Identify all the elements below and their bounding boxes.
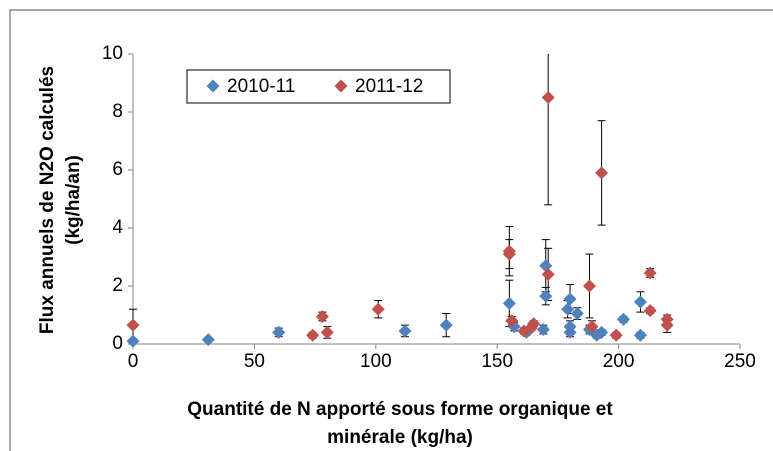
y-tick-label: 4 — [112, 217, 123, 238]
x-axis-label: minérale (kg/ha) — [327, 427, 473, 448]
point — [561, 302, 575, 316]
point — [643, 304, 657, 318]
point — [315, 309, 329, 323]
x-axis-label: Quantité de N apporté sous forme organiq… — [187, 399, 613, 420]
x-tick-label: 200 — [603, 351, 635, 372]
legend-marker — [334, 79, 348, 93]
point — [398, 324, 412, 338]
point — [609, 328, 623, 342]
point — [595, 325, 609, 339]
point — [201, 333, 215, 347]
y-axis-label: Flux annuels de N2O calculés — [37, 66, 58, 334]
point — [582, 279, 596, 293]
x-tick-label: 50 — [244, 351, 265, 372]
point — [570, 307, 584, 321]
point — [502, 247, 516, 261]
point — [541, 267, 555, 281]
y-tick-label: 0 — [112, 333, 123, 354]
point — [633, 328, 647, 342]
y-tick-label: 2 — [112, 275, 123, 296]
point — [320, 325, 334, 339]
legend-marker — [206, 79, 220, 93]
point — [539, 289, 553, 303]
point — [527, 317, 541, 331]
point — [541, 91, 555, 104]
point — [633, 295, 647, 309]
x-tick-label: 100 — [360, 351, 392, 372]
point — [272, 325, 286, 339]
point — [563, 325, 577, 339]
point — [660, 318, 674, 332]
point — [563, 292, 577, 306]
y-tick-label: 10 — [102, 43, 123, 64]
y-axis-label: (kg/ha/an) — [63, 155, 84, 245]
legend-label: 2011-12 — [355, 76, 423, 97]
point — [306, 328, 320, 342]
point — [616, 312, 630, 326]
x-tick-label: 250 — [724, 351, 756, 372]
point — [371, 302, 385, 316]
point — [595, 166, 609, 180]
x-tick-label: 150 — [481, 351, 513, 372]
point — [585, 320, 599, 334]
legend-label: 2010-11 — [227, 76, 295, 97]
y-tick-label: 6 — [112, 159, 123, 180]
point — [536, 323, 550, 336]
legend-box — [186, 69, 451, 104]
point — [643, 266, 657, 280]
x-tick-label: 0 — [128, 351, 139, 372]
y-tick-label: 8 — [112, 101, 123, 122]
point — [505, 314, 519, 328]
point — [439, 318, 453, 332]
point — [126, 334, 140, 348]
point — [126, 318, 140, 332]
point — [502, 296, 516, 310]
